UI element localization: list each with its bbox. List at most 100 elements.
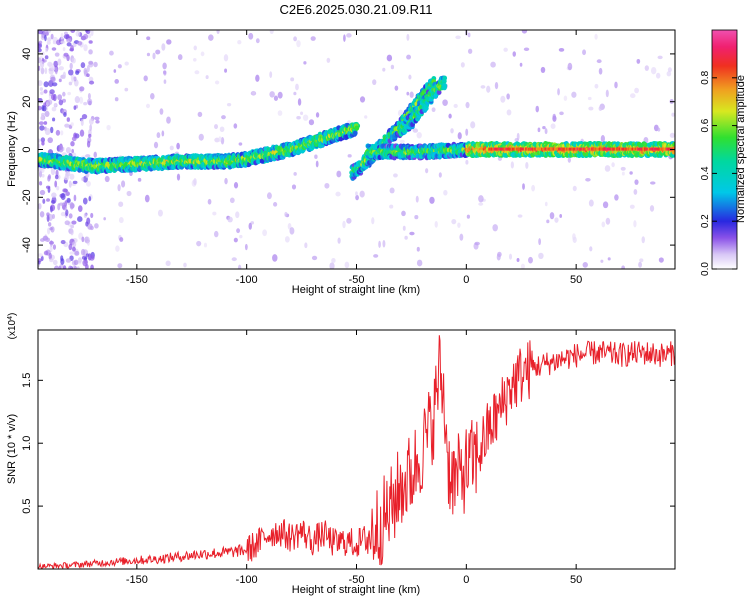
heatmap-cell xyxy=(492,224,498,232)
heatmap-cell xyxy=(669,132,675,138)
heatmap-cell xyxy=(343,34,346,42)
heatmap-cell xyxy=(47,227,51,235)
heatmap-cell xyxy=(649,205,655,212)
heatmap-cell xyxy=(412,128,419,133)
heatmap-cell xyxy=(346,217,352,224)
heatmap-cell xyxy=(38,170,43,178)
heatmap-cell xyxy=(114,97,119,102)
heatmap-cell xyxy=(88,40,93,44)
heatmap-cell xyxy=(567,62,573,71)
heatmap-cell xyxy=(86,73,90,78)
heatmap-cell xyxy=(77,205,83,213)
heatmap-cell xyxy=(80,118,84,127)
heatmap-cell xyxy=(45,185,51,189)
heatmap-cell xyxy=(486,85,491,93)
heatmap-cell xyxy=(218,136,222,142)
heatmap-cell xyxy=(546,219,550,224)
heatmap-cell xyxy=(43,121,48,125)
heatmap-cell xyxy=(389,204,394,209)
heatmap-cell xyxy=(54,52,60,57)
heatmap-cell xyxy=(66,42,72,47)
heatmap-cell xyxy=(519,62,523,67)
heatmap-cell xyxy=(70,228,74,236)
heatmap-cell xyxy=(535,105,540,113)
heatmap-cell xyxy=(602,201,609,209)
spectrogram-marks xyxy=(38,30,675,269)
heatmap-cell xyxy=(77,216,83,223)
heatmap-cell xyxy=(229,197,235,204)
heatmap-cell xyxy=(38,48,42,53)
heatmap-cell xyxy=(550,123,556,129)
heatmap-cell xyxy=(124,87,129,92)
heatmap-cell xyxy=(517,214,523,218)
heatmap-cell xyxy=(89,225,94,231)
heatmap-cell xyxy=(465,101,470,109)
heatmap-cell xyxy=(227,216,233,223)
heatmap-cell xyxy=(90,212,94,219)
heatmap-cell xyxy=(45,31,49,36)
heatmap-cell xyxy=(86,180,91,187)
heatmap-cell xyxy=(266,192,272,200)
heatmap-cell xyxy=(386,54,393,62)
heatmap-cell xyxy=(406,54,411,60)
heatmap-cell xyxy=(85,154,91,158)
heatmap-cell xyxy=(667,67,672,73)
heatmap-cell xyxy=(39,181,43,186)
heatmap-cell xyxy=(117,64,122,69)
heatmap-cell xyxy=(582,49,587,56)
heatmap-cell xyxy=(38,167,43,172)
heatmap-cell xyxy=(81,177,85,182)
heatmap-cell xyxy=(203,242,208,248)
heatmap-cell xyxy=(272,254,278,262)
heatmap-cell xyxy=(161,130,165,137)
heatmap-cell xyxy=(57,94,63,101)
heatmap-cell xyxy=(46,214,50,223)
heatmap-cell xyxy=(71,77,74,83)
heatmap-cell xyxy=(457,132,462,140)
heatmap-cell xyxy=(224,68,228,73)
heatmap-cell xyxy=(269,30,274,34)
heatmap-cell xyxy=(516,258,520,262)
heatmap-cell xyxy=(95,119,100,124)
heatmap-cell xyxy=(51,214,55,219)
heatmap-cell xyxy=(83,213,88,218)
heatmap-cell xyxy=(66,38,72,43)
heatmap-cell xyxy=(176,142,180,150)
heatmap-cell xyxy=(155,49,161,55)
heatmap-cell xyxy=(66,54,70,62)
heatmap-cell xyxy=(273,202,278,207)
heatmap-cell xyxy=(83,33,89,40)
heatmap-cell xyxy=(297,98,302,106)
heatmap-cell xyxy=(70,141,75,147)
heatmap-cell xyxy=(544,128,548,135)
heatmap-cell xyxy=(552,113,556,120)
heatmap-cell xyxy=(293,172,297,176)
heatmap-cell xyxy=(38,80,43,87)
heatmap-cell xyxy=(296,116,301,120)
heatmap-cell xyxy=(594,33,598,40)
heatmap-cell xyxy=(70,224,75,229)
heatmap-cell xyxy=(355,194,359,201)
heatmap-cell xyxy=(354,125,360,131)
heatmap-cell xyxy=(103,217,106,221)
heatmap-cell xyxy=(269,71,273,78)
heatmap-cell xyxy=(237,40,242,45)
heatmap-cell xyxy=(352,130,358,136)
heatmap-cell xyxy=(538,238,541,246)
heatmap-cell xyxy=(60,192,66,201)
heatmap-cell xyxy=(540,66,546,73)
heatmap-cell xyxy=(582,262,588,268)
heatmap-cell xyxy=(81,113,88,120)
heatmap-cell xyxy=(293,91,297,96)
heatmap-cell xyxy=(51,93,56,101)
heatmap-cell xyxy=(49,245,53,253)
heatmap-cell xyxy=(40,91,44,95)
heatmap-cell xyxy=(60,240,66,245)
heatmap-cell xyxy=(542,126,546,130)
heatmap-cell xyxy=(79,129,85,137)
heatmap-cell xyxy=(84,236,90,244)
heatmap-cell xyxy=(38,253,43,258)
heatmap-cell xyxy=(474,241,480,246)
heatmap-cell xyxy=(143,75,148,82)
heatmap-cell xyxy=(118,217,124,224)
